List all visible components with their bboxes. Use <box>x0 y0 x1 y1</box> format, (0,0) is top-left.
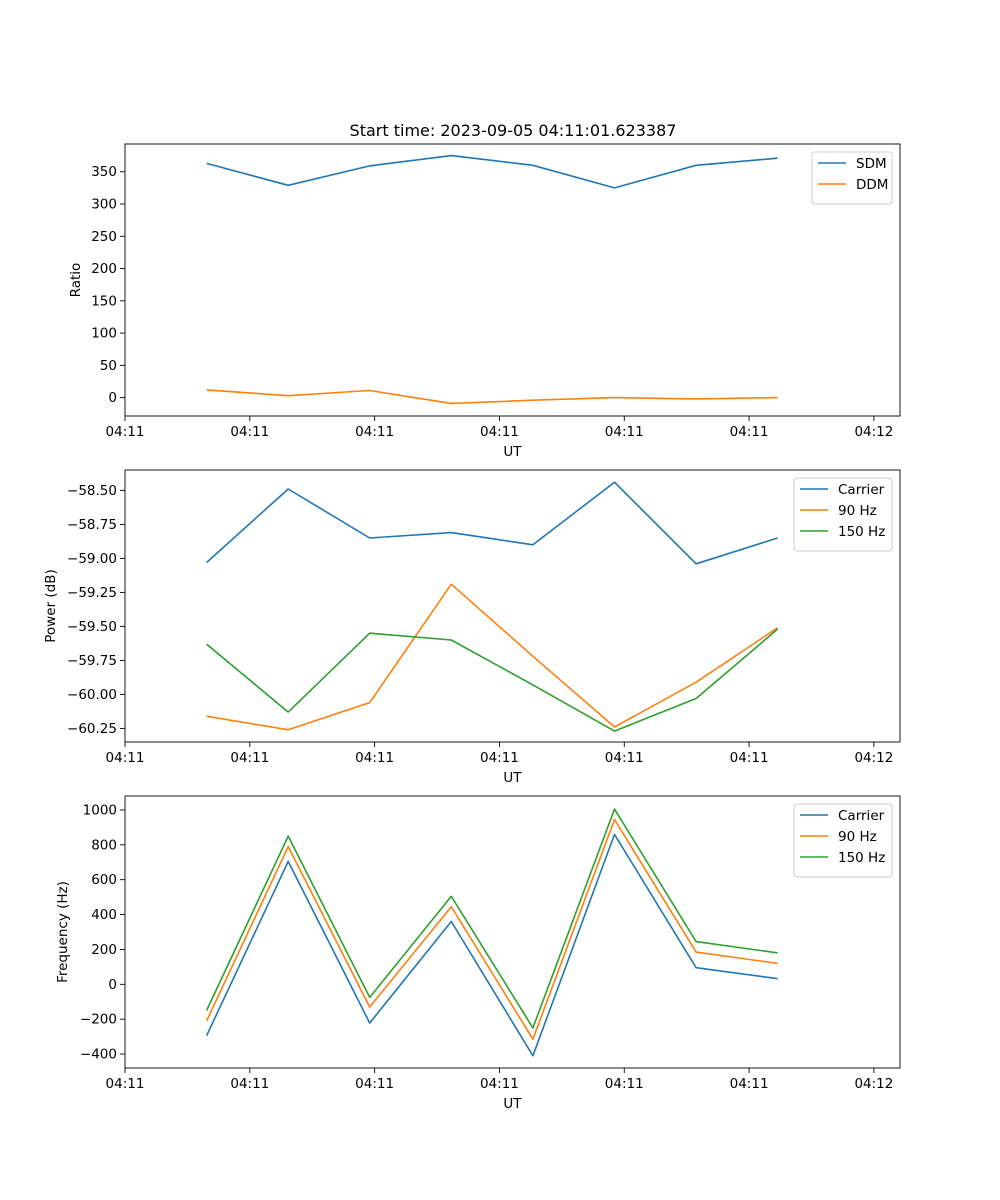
x-tick-label: 04:11 <box>230 750 269 766</box>
x-tick-label: 04:11 <box>230 1076 269 1092</box>
x-tick-label: 04:11 <box>605 1076 644 1092</box>
y-tick-label: −58.75 <box>67 517 117 533</box>
x-tick-label: 04:11 <box>355 424 394 440</box>
x-tick-label: 04:11 <box>730 1076 769 1092</box>
series-line-ddm <box>206 389 778 405</box>
y-tick-label: 400 <box>91 907 117 923</box>
x-tick-label: 04:11 <box>355 1076 394 1092</box>
legend-box <box>793 477 893 552</box>
x-tick-label: 04:11 <box>605 424 644 440</box>
y-tick-label: 300 <box>91 197 117 213</box>
figure-title: Start time: 2023-09-05 04:11:01.623387 <box>350 121 677 140</box>
y-tick-label: −400 <box>80 1047 117 1063</box>
series-line-carrier <box>205 833 778 1057</box>
y-axis-label: Power (dB) <box>43 569 59 642</box>
series-line-carrier <box>206 481 778 565</box>
y-tick-label: −60.00 <box>67 687 117 703</box>
x-tick-label: 04:12 <box>854 424 893 440</box>
y-tick-label: 200 <box>91 942 117 958</box>
x-tick-label: 04:11 <box>605 750 644 766</box>
legend-label: SDM <box>856 156 887 172</box>
series-line-150-hz <box>205 808 778 1029</box>
legend-label: Carrier <box>838 482 885 498</box>
y-tick-label: −59.25 <box>67 585 117 601</box>
legend: SDM DDM <box>811 151 893 205</box>
y-tick-label: 600 <box>91 872 117 888</box>
y-tick-label: −58.50 <box>67 483 117 499</box>
y-tick-label: 50 <box>100 358 117 374</box>
x-tick-label: 04:11 <box>730 424 769 440</box>
y-tick-label: −59.75 <box>67 653 117 669</box>
series-line-90-hz <box>205 818 778 1040</box>
x-tick-label: 04:11 <box>730 750 769 766</box>
legend-label: 90 Hz <box>838 503 877 519</box>
y-tick-label: −200 <box>80 1012 117 1028</box>
legend: Carrier 90 Hz 150 Hz <box>793 803 893 878</box>
x-tick-label: 04:11 <box>480 1076 519 1092</box>
x-axis-label: UT <box>503 444 522 460</box>
series-line-sdm <box>206 154 778 189</box>
legend-box <box>811 151 893 205</box>
axes-frame <box>124 795 901 1069</box>
x-tick-label: 04:11 <box>106 750 145 766</box>
y-tick-label: −59.00 <box>67 551 117 567</box>
chart-panel-3: 04:11 04:11 04:11 04:11 04:11 04:11 04:12 −400 −… <box>55 795 901 1112</box>
legend-box <box>793 803 893 878</box>
chart-panel-2: 04:11 04:11 04:11 04:11 04:11 04:11 04:12 −60.2… <box>43 469 901 786</box>
y-tick-label: 200 <box>91 261 117 277</box>
y-tick-label: 800 <box>91 837 117 853</box>
x-axis-label: UT <box>503 770 522 786</box>
y-tick-label: 250 <box>91 229 117 245</box>
y-axis-label: Frequency (Hz) <box>55 881 71 983</box>
legend-label: 90 Hz <box>838 829 877 845</box>
y-tick-label: 0 <box>108 977 117 993</box>
legend-label: DDM <box>856 177 888 193</box>
y-tick-label: −60.25 <box>67 721 117 737</box>
x-axis-label: UT <box>503 1096 522 1112</box>
x-tick-label: 04:12 <box>854 750 893 766</box>
y-tick-label: 1000 <box>83 802 117 818</box>
legend-label: 150 Hz <box>838 850 885 866</box>
legend-label: 150 Hz <box>838 524 885 540</box>
y-axis-label: Ratio <box>68 263 84 298</box>
y-tick-label: 100 <box>91 326 117 342</box>
legend: Carrier 90 Hz 150 Hz <box>793 477 893 552</box>
series-line-90-hz <box>206 583 779 731</box>
y-tick-label: −59.50 <box>67 619 117 635</box>
y-tick-label: 350 <box>91 164 117 180</box>
x-tick-label: 04:11 <box>480 750 519 766</box>
axes-frame <box>124 469 901 743</box>
x-tick-label: 04:11 <box>230 424 269 440</box>
legend-label: Carrier <box>838 808 885 824</box>
axes-frame <box>124 143 901 417</box>
chart-panel-1: 04:11 04:11 04:11 04:11 04:11 04:11 04:12 0 50 10… <box>68 143 901 460</box>
y-tick-label: 150 <box>91 293 117 309</box>
x-tick-label: 04:11 <box>106 1076 145 1092</box>
x-tick-label: 04:11 <box>106 424 145 440</box>
y-tick-label: 0 <box>108 390 117 406</box>
x-tick-label: 04:12 <box>854 1076 893 1092</box>
x-tick-label: 04:11 <box>480 424 519 440</box>
x-tick-label: 04:11 <box>355 750 394 766</box>
series-line-150-hz <box>206 628 779 732</box>
